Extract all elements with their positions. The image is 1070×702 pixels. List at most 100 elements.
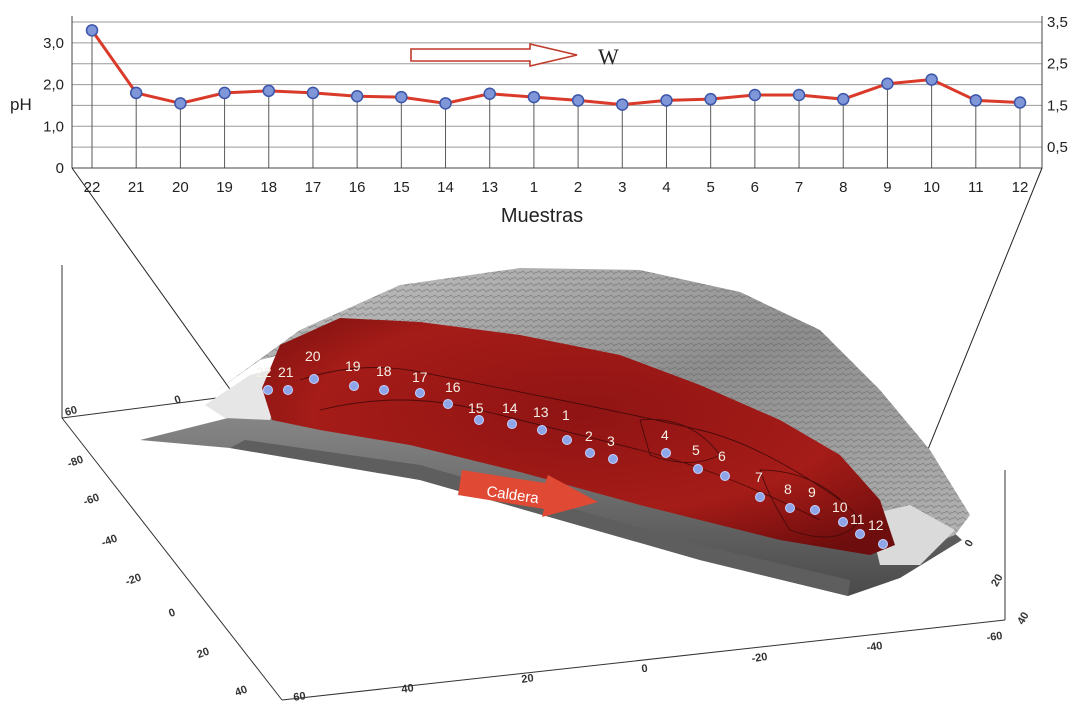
front-floor-tick: 60 [293,690,307,702]
category-label: 18 [260,179,277,196]
category-label: 9 [883,179,891,196]
sample-label: 20 [305,348,321,364]
category-label: 15 [393,179,410,196]
data-point [792,88,806,102]
sample-label: 17 [412,369,428,385]
vertical-axis-tick: 60 [64,404,79,419]
category-label: 2 [574,179,582,196]
left-floor-tick: -80 [66,454,85,471]
sample-label: 12 [868,517,884,533]
sample-point [585,448,595,458]
x-axis-label: Muestras [501,205,583,227]
sample-label: 2 [585,428,593,444]
left-y-tick-label: 1,0 [43,118,64,135]
sample-label: 8 [784,481,792,497]
sample-point [507,419,517,429]
right-y-tick-label: 0,5 [1047,139,1068,156]
front-floor-tick: -60 [986,630,1003,644]
vertical-droplines [91,30,1021,168]
back-axis-tick: 0 [173,393,183,406]
right-y-tick-label: 3,5 [1047,14,1068,31]
category-label: 13 [481,179,498,196]
sample-point [878,539,888,549]
data-point [660,94,673,107]
data-point [748,88,762,102]
floor-left-edge [61,417,283,701]
sample-point [379,385,389,395]
category-label: 19 [216,179,233,196]
sample-point [855,529,865,539]
sample-point [309,374,319,384]
sample-label: 6 [718,448,726,464]
category-label: 4 [662,179,670,196]
right-floor-tick: 0 [963,538,976,549]
left-y-tick-labels: 0 1,0 2,0 3,0 [43,35,64,177]
caldera-contours [299,367,861,538]
sample-label: 5 [692,442,700,458]
sample-point [263,385,273,395]
sample-point [443,399,453,409]
direction-label: W [598,44,619,69]
sample-label: 13 [533,404,549,420]
category-label: 21 [128,179,145,196]
ph-series-line [90,29,1021,107]
sample-label: 21 [278,364,294,380]
data-point [395,90,408,104]
sample-label: 15 [468,400,484,416]
sample-point [785,503,795,513]
y-axis-label: pH [10,95,32,114]
projection-line-left [71,167,233,393]
sample-point [283,385,293,395]
left-floor-tick: 40 [233,684,249,699]
sample-point [474,415,484,425]
left-y-tick-label: 0 [56,160,64,177]
front-floor-tick: 40 [401,682,415,696]
front-floor-axis-ticks: 60 40 20 0 -20 -40 -60 [293,630,1004,702]
sample-label: 4 [661,427,669,443]
sample-point [720,471,730,481]
right-y-tick-labels: 0,5 1,5 2,5 3,5 [1047,14,1068,156]
data-point [881,77,894,90]
sample-point [810,505,820,515]
left-floor-tick: -40 [100,533,119,550]
data-point [174,97,187,110]
sample-label: 22 [256,364,272,380]
right-floor-axis-ticks: 0 20 40 [963,538,1032,627]
left-floor-tick: -20 [124,572,143,589]
category-label: 1 [530,179,538,196]
sample-label: 18 [376,363,392,379]
category-label: 7 [795,179,803,196]
category-label: 8 [839,179,847,196]
sample-label: 9 [808,484,816,500]
sample-point [661,448,671,458]
category-label: 3 [618,179,626,196]
data-point [969,94,983,107]
direction-arrow [410,42,578,68]
data-point [306,86,320,100]
sample-point [755,492,765,502]
caldera-red-area [262,318,895,555]
data-point [571,94,585,107]
front-floor-tick: 0 [641,663,649,676]
left-y-tick-label: 2,0 [43,77,64,94]
category-label: 17 [305,179,322,196]
sample-label: 19 [345,358,361,374]
left-floor-axis-ticks: -80 -60 -40 -20 0 20 40 [66,454,249,699]
sample-point [838,517,848,527]
sample-label: 7 [755,469,763,485]
front-floor-tick: -20 [751,651,768,665]
data-point [483,87,496,100]
data-point [1013,96,1027,109]
sample-point [693,464,703,474]
data-point [616,98,629,111]
right-y-tick-label: 2,5 [1047,56,1068,73]
data-point [836,92,850,106]
sample-label: 3 [607,433,615,449]
sample-point [349,381,359,391]
right-floor-tick: 20 [989,572,1006,589]
category-label: 14 [437,179,454,196]
category-label: 16 [349,179,366,196]
